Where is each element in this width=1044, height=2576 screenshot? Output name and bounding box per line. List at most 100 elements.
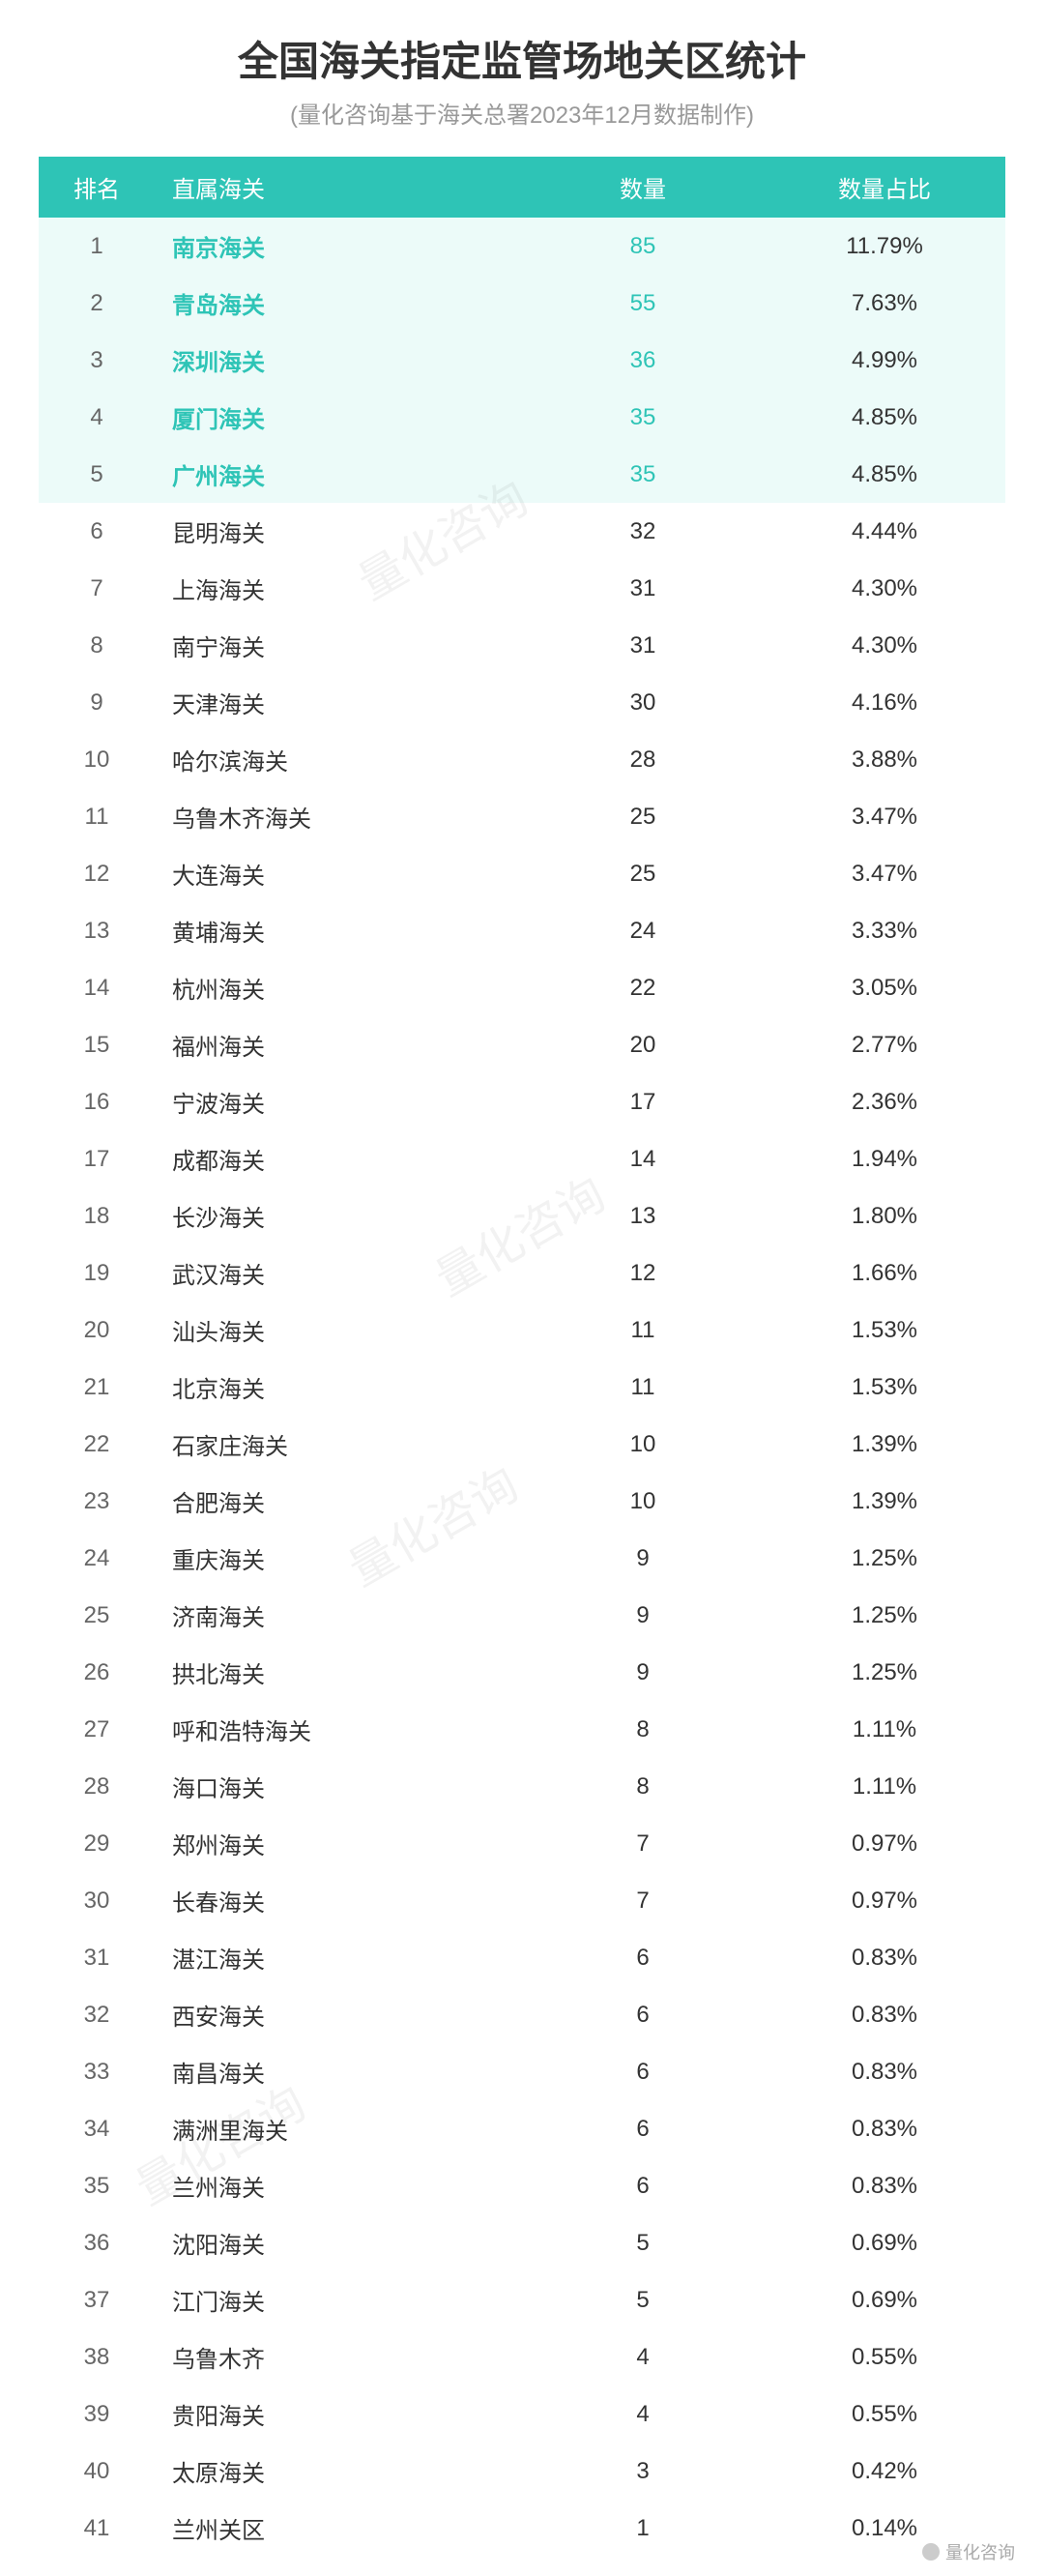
table-row: 4厦门海关354.85% bbox=[39, 389, 1005, 446]
cell-name: 广州海关 bbox=[155, 446, 522, 503]
cell-name: 南京海关 bbox=[155, 218, 522, 275]
table-row: 39贵阳海关40.55% bbox=[39, 2386, 1005, 2443]
table-row: 1南京海关8511.79% bbox=[39, 218, 1005, 275]
cell-qty: 9 bbox=[522, 1644, 764, 1701]
table-row: 24重庆海关91.25% bbox=[39, 1530, 1005, 1587]
cell-name: 昆明海关 bbox=[155, 503, 522, 560]
cell-rank: 18 bbox=[39, 1187, 155, 1244]
cell-qty: 6 bbox=[522, 2100, 764, 2157]
cell-rank: 38 bbox=[39, 2328, 155, 2386]
table-row: 3深圳海关364.99% bbox=[39, 332, 1005, 389]
cell-rank: 12 bbox=[39, 845, 155, 902]
cell-qty: 9 bbox=[522, 1587, 764, 1644]
cell-pct: 4.99% bbox=[764, 332, 1005, 389]
cell-name: 贵阳海关 bbox=[155, 2386, 522, 2443]
cell-rank: 29 bbox=[39, 1815, 155, 1872]
cell-pct: 1.39% bbox=[764, 1473, 1005, 1530]
cell-name: 兰州关区 bbox=[155, 2500, 522, 2557]
cell-name: 深圳海关 bbox=[155, 332, 522, 389]
cell-name: 兰州海关 bbox=[155, 2157, 522, 2214]
cell-name: 呼和浩特海关 bbox=[155, 1701, 522, 1758]
table-row: 41兰州关区10.14% bbox=[39, 2500, 1005, 2557]
cell-rank: 3 bbox=[39, 332, 155, 389]
cell-qty: 14 bbox=[522, 1130, 764, 1187]
table-row: 8南宁海关314.30% bbox=[39, 617, 1005, 674]
cell-pct: 4.30% bbox=[764, 617, 1005, 674]
cell-rank: 39 bbox=[39, 2386, 155, 2443]
cell-pct: 3.33% bbox=[764, 902, 1005, 959]
cell-pct: 2.77% bbox=[764, 1016, 1005, 1073]
cell-qty: 3 bbox=[522, 2443, 764, 2500]
table-row: 13黄埔海关243.33% bbox=[39, 902, 1005, 959]
table-row: 34满洲里海关60.83% bbox=[39, 2100, 1005, 2157]
cell-name: 重庆海关 bbox=[155, 1530, 522, 1587]
cell-name: 杭州海关 bbox=[155, 959, 522, 1016]
table-row: 9天津海关304.16% bbox=[39, 674, 1005, 731]
cell-name: 石家庄海关 bbox=[155, 1416, 522, 1473]
table-row: 35兰州海关60.83% bbox=[39, 2157, 1005, 2214]
table-row: 14杭州海关223.05% bbox=[39, 959, 1005, 1016]
cell-qty: 10 bbox=[522, 1473, 764, 1530]
cell-name: 北京海关 bbox=[155, 1359, 522, 1416]
table-row: 6昆明海关324.44% bbox=[39, 503, 1005, 560]
table-row: 15福州海关202.77% bbox=[39, 1016, 1005, 1073]
table-row: 31湛江海关60.83% bbox=[39, 1929, 1005, 1986]
cell-pct: 2.36% bbox=[764, 1073, 1005, 1130]
credit-icon bbox=[922, 2543, 940, 2561]
cell-pct: 1.11% bbox=[764, 1701, 1005, 1758]
cell-name: 成都海关 bbox=[155, 1130, 522, 1187]
table-row: 26拱北海关91.25% bbox=[39, 1644, 1005, 1701]
cell-pct: 3.47% bbox=[764, 788, 1005, 845]
cell-rank: 16 bbox=[39, 1073, 155, 1130]
cell-qty: 6 bbox=[522, 1986, 764, 2043]
cell-rank: 14 bbox=[39, 959, 155, 1016]
cell-rank: 13 bbox=[39, 902, 155, 959]
page-subtitle: (量化咨询基于海关总署2023年12月数据制作) bbox=[39, 96, 1005, 130]
cell-pct: 1.80% bbox=[764, 1187, 1005, 1244]
cell-pct: 0.83% bbox=[764, 2157, 1005, 2214]
cell-pct: 0.55% bbox=[764, 2328, 1005, 2386]
cell-pct: 1.94% bbox=[764, 1130, 1005, 1187]
cell-pct: 0.97% bbox=[764, 1872, 1005, 1929]
cell-pct: 0.69% bbox=[764, 2271, 1005, 2328]
customs-table: 排名 直属海关 数量 数量占比 1南京海关8511.79%2青岛海关557.63… bbox=[39, 157, 1005, 2557]
table-row: 19武汉海关121.66% bbox=[39, 1244, 1005, 1302]
cell-qty: 9 bbox=[522, 1530, 764, 1587]
cell-pct: 1.66% bbox=[764, 1244, 1005, 1302]
cell-name: 上海海关 bbox=[155, 560, 522, 617]
cell-rank: 28 bbox=[39, 1758, 155, 1815]
header-rank: 排名 bbox=[39, 157, 155, 218]
cell-name: 拱北海关 bbox=[155, 1644, 522, 1701]
table-row: 33南昌海关60.83% bbox=[39, 2043, 1005, 2100]
cell-pct: 11.79% bbox=[764, 218, 1005, 275]
cell-pct: 1.25% bbox=[764, 1644, 1005, 1701]
header-pct: 数量占比 bbox=[764, 157, 1005, 218]
cell-pct: 1.39% bbox=[764, 1416, 1005, 1473]
cell-rank: 4 bbox=[39, 389, 155, 446]
cell-rank: 17 bbox=[39, 1130, 155, 1187]
table-row: 16宁波海关172.36% bbox=[39, 1073, 1005, 1130]
cell-qty: 4 bbox=[522, 2386, 764, 2443]
cell-pct: 3.88% bbox=[764, 731, 1005, 788]
cell-pct: 1.53% bbox=[764, 1302, 1005, 1359]
table-row: 28海口海关81.11% bbox=[39, 1758, 1005, 1815]
cell-pct: 0.69% bbox=[764, 2214, 1005, 2271]
cell-name: 江门海关 bbox=[155, 2271, 522, 2328]
cell-qty: 5 bbox=[522, 2214, 764, 2271]
cell-qty: 55 bbox=[522, 275, 764, 332]
cell-qty: 25 bbox=[522, 845, 764, 902]
cell-qty: 7 bbox=[522, 1815, 764, 1872]
table-row: 5广州海关354.85% bbox=[39, 446, 1005, 503]
cell-name: 南昌海关 bbox=[155, 2043, 522, 2100]
table-row: 29郑州海关70.97% bbox=[39, 1815, 1005, 1872]
cell-qty: 4 bbox=[522, 2328, 764, 2386]
cell-rank: 27 bbox=[39, 1701, 155, 1758]
cell-qty: 5 bbox=[522, 2271, 764, 2328]
cell-name: 汕头海关 bbox=[155, 1302, 522, 1359]
cell-name: 太原海关 bbox=[155, 2443, 522, 2500]
cell-qty: 8 bbox=[522, 1758, 764, 1815]
cell-rank: 34 bbox=[39, 2100, 155, 2157]
cell-qty: 35 bbox=[522, 389, 764, 446]
cell-name: 西安海关 bbox=[155, 1986, 522, 2043]
cell-qty: 8 bbox=[522, 1701, 764, 1758]
